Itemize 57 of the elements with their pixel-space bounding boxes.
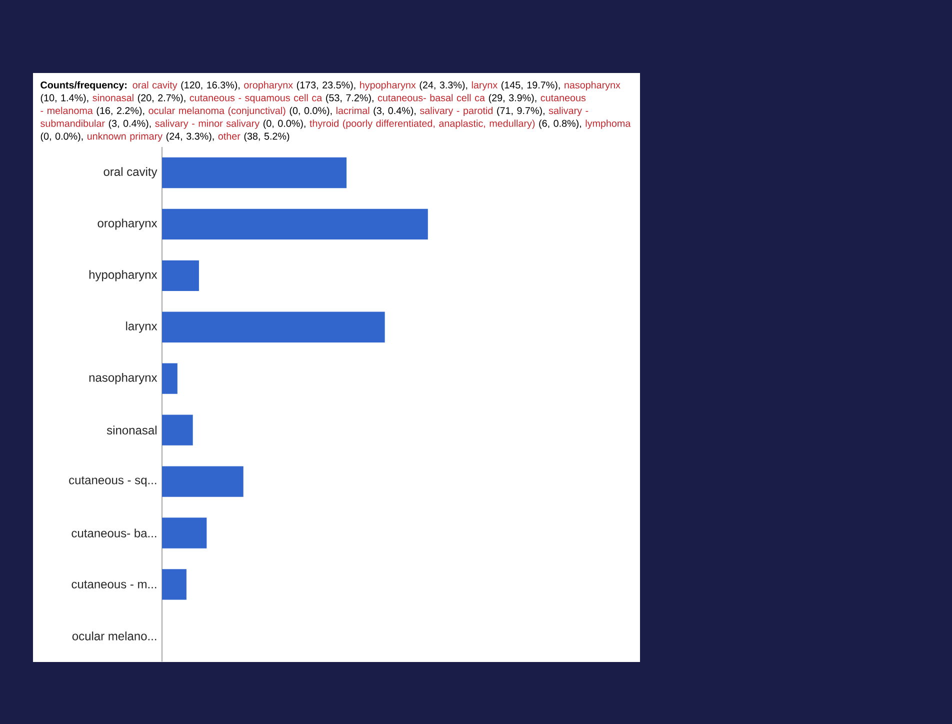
text: (173, 23.5%),: [296, 81, 356, 90]
text: cutaneous - squamous cell ca: [190, 94, 322, 104]
text: (24, 3.3%),: [166, 132, 214, 142]
bar: [162, 414, 193, 446]
text: other: [218, 132, 240, 140]
text: unknown primary: [88, 132, 163, 142]
text: thyroid (poorly differentiated, anaplastic, medullary): [310, 120, 535, 129]
text: lymphoma: [586, 120, 631, 129]
text: (16, 2.2%),: [96, 106, 144, 116]
text: (71, 9.7%),: [497, 106, 544, 116]
chart-title: Counts/frequency:: [40, 81, 126, 90]
text: (20, 2.7%),: [138, 94, 186, 104]
y-tick-label: sinonasal: [106, 426, 156, 434]
bar: [162, 569, 186, 600]
text: hypopharynx: [360, 81, 416, 90]
y-tick-label: nasopharynx: [89, 373, 158, 384]
text: (0, 0.0%),: [290, 106, 332, 116]
y-tick-label: hypopharynx: [89, 270, 158, 282]
text: lacrimal: [336, 106, 370, 114]
y-tick-label: oral cavity: [104, 167, 158, 178]
bar: [162, 518, 207, 548]
text: (38, 5.2%): [244, 132, 290, 142]
text: oropharynx: [244, 81, 293, 90]
y-tick-label: larynx: [126, 322, 158, 333]
text: cutaneous- basal cell ca: [378, 94, 486, 102]
y-tick-label: cutaneous - m...: [72, 580, 156, 588]
bar: [162, 312, 385, 342]
text: (29, 3.9%),: [488, 94, 536, 104]
bar: [162, 363, 178, 394]
text: salivary - minor salivary: [155, 120, 260, 129]
y-tick-label: cutaneous - sq...: [69, 476, 156, 487]
text: (6, 0.8%),: [539, 120, 581, 129]
text: ocular melanoma (conjunctival): [148, 106, 286, 116]
text: (145, 19.7%),: [502, 81, 560, 90]
bar: [162, 208, 428, 240]
text: (3, 0.4%),: [374, 106, 416, 116]
text: salivary - parotid: [420, 106, 493, 116]
text: cutaneous: [540, 94, 586, 102]
text: oral cavity: [132, 81, 178, 90]
y-tick-label: oropharynx: [98, 218, 158, 230]
text: submandibular: [40, 120, 105, 127]
text: (24, 3.3%),: [420, 81, 468, 90]
text: (0, 0.0%),: [263, 120, 306, 129]
text: (120, 16.3%),: [181, 81, 240, 90]
y-tick-label: ocular melano...: [72, 632, 156, 640]
bar: [162, 466, 244, 497]
text: (10, 1.4%),: [40, 94, 88, 104]
text: (53, 7.2%),: [326, 94, 374, 104]
bar: [162, 157, 347, 188]
text: salivary -: [548, 106, 588, 116]
text: larynx: [472, 81, 498, 90]
text: - melanoma: [40, 106, 93, 114]
text: (0, 0.0%),: [40, 132, 83, 142]
text: nasopharynx: [564, 81, 620, 90]
bar: [162, 260, 199, 291]
text: (3, 0.4%),: [108, 120, 151, 129]
y-tick-label: cutaneous- ba...: [72, 528, 156, 538]
